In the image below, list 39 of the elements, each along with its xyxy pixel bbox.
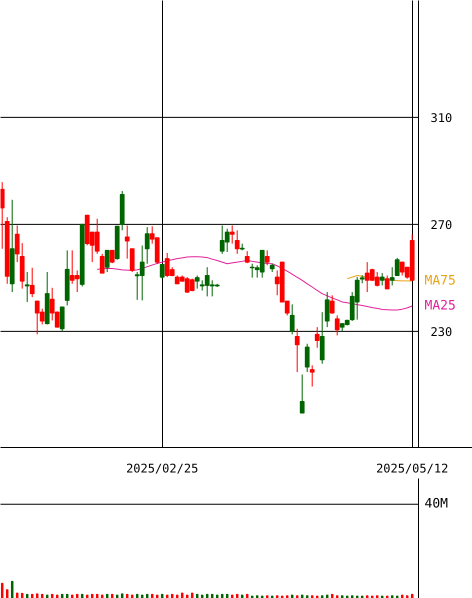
- candlestick: [144, 226, 150, 264]
- candlestick: [380, 272, 385, 286]
- candlestick: [100, 253, 105, 274]
- candlestick: [310, 364, 315, 388]
- candlestick: [314, 326, 320, 348]
- text: 40M: [424, 496, 448, 512]
- candlestick: [24, 272, 30, 302]
- candlestick: [30, 267, 35, 298]
- candlestick: [394, 257, 400, 276]
- candlestick: [330, 294, 335, 314]
- series-label: MA25: [424, 298, 456, 314]
- candlestick: [194, 274, 200, 290]
- candlestick: [244, 250, 250, 264]
- candlestick: [300, 374, 305, 414]
- x-tick-label: 2025/05/12: [376, 462, 448, 476]
- series-label: MA75: [424, 274, 456, 289]
- candlestick: [294, 328, 300, 373]
- candlestick: [124, 224, 130, 260]
- candlestick: [60, 306, 65, 332]
- candlestick: [324, 292, 330, 328]
- candlestick: [14, 224, 20, 263]
- candlestick: [110, 250, 115, 264]
- candlestick: [384, 274, 390, 290]
- candlestick: [334, 314, 340, 336]
- y-tick-label: 230: [430, 324, 452, 339]
- y-tick-label: 270: [430, 218, 452, 232]
- candlestick: [320, 312, 325, 364]
- y-tick-label: 310: [430, 110, 452, 125]
- candlestick: [0, 182, 5, 250]
- x-tick-label: 2025/02/25: [126, 462, 198, 476]
- candlestick: [390, 266, 395, 286]
- candlestick: [264, 250, 270, 266]
- candlestick: [230, 224, 235, 244]
- candlestick: [130, 248, 135, 273]
- candlestick: [304, 343, 310, 373]
- candlestick: [104, 250, 110, 273]
- candlestick: [290, 304, 295, 335]
- candlestick: [234, 230, 240, 254]
- candlestick: [160, 264, 165, 280]
